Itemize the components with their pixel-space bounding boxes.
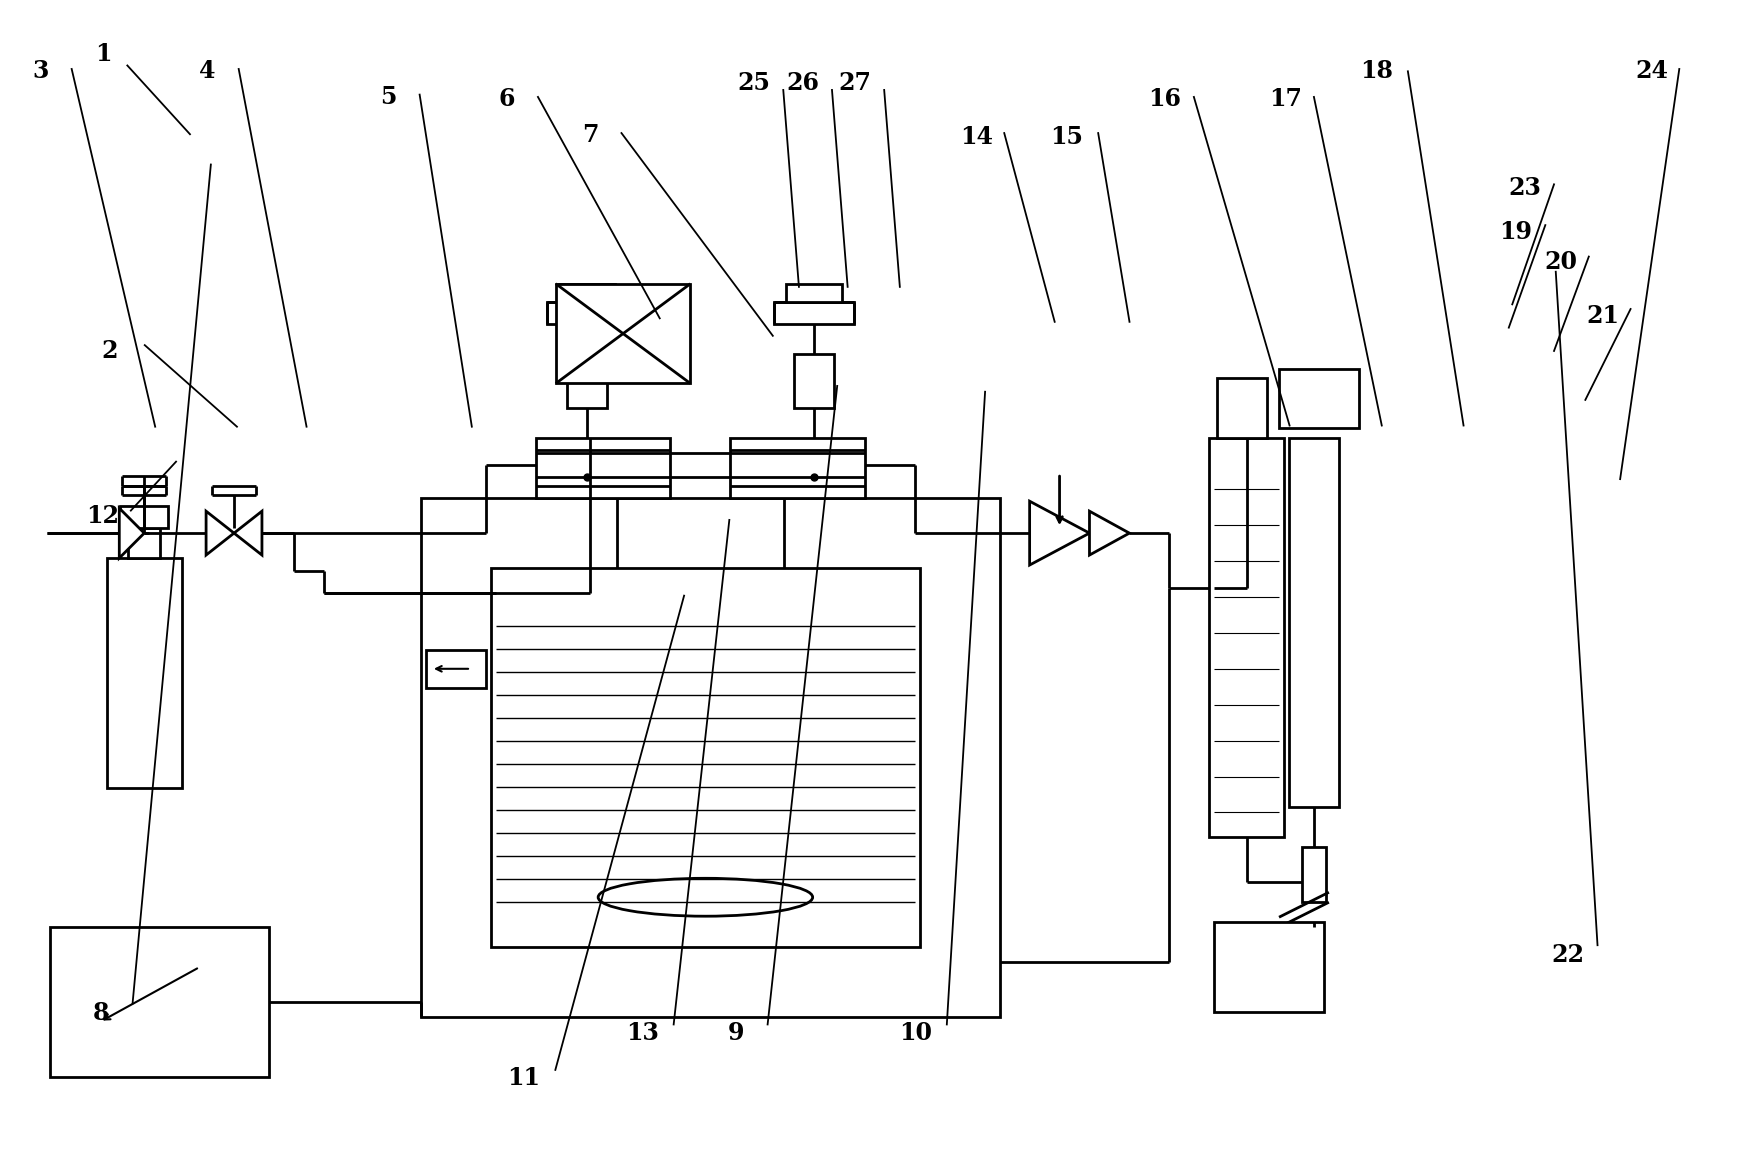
Bar [129, 528, 160, 558]
Text: 3: 3 [31, 60, 49, 83]
Text: 22: 22 [1552, 943, 1585, 967]
Text: 16: 16 [1148, 88, 1181, 111]
Polygon shape [1090, 512, 1130, 555]
Bar [794, 354, 834, 409]
Polygon shape [206, 512, 234, 555]
Bar [1278, 369, 1359, 429]
Polygon shape [119, 508, 145, 558]
Bar [774, 301, 855, 324]
Text: 19: 19 [1500, 220, 1533, 244]
Text: 6: 6 [499, 88, 514, 111]
Bar [106, 558, 181, 787]
Text: 26: 26 [787, 71, 820, 95]
Polygon shape [1029, 501, 1090, 565]
Text: 17: 17 [1270, 88, 1303, 111]
Text: 8: 8 [92, 1001, 110, 1024]
Bar [548, 301, 626, 324]
Text: 15: 15 [1050, 125, 1083, 148]
Text: 5: 5 [380, 85, 396, 109]
Bar [567, 354, 607, 409]
Text: 9: 9 [727, 1021, 745, 1044]
Text: 20: 20 [1545, 250, 1578, 274]
Bar [490, 568, 919, 947]
Bar [1209, 438, 1284, 837]
Bar [556, 284, 691, 383]
Bar [560, 284, 616, 301]
Bar [120, 506, 167, 528]
Text: 1: 1 [94, 42, 112, 65]
Text: 23: 23 [1509, 176, 1542, 200]
Bar [787, 284, 842, 301]
Text: 7: 7 [582, 124, 598, 147]
Bar [1289, 438, 1339, 807]
Bar [420, 499, 999, 1017]
Bar [731, 438, 865, 499]
Text: 18: 18 [1360, 60, 1393, 83]
Text: 10: 10 [898, 1021, 931, 1044]
Bar [1303, 847, 1325, 902]
Text: 21: 21 [1587, 304, 1618, 328]
Text: 24: 24 [1634, 60, 1667, 83]
Text: 13: 13 [626, 1021, 659, 1044]
Text: 2: 2 [101, 339, 119, 363]
Text: 4: 4 [199, 60, 216, 83]
Text: 14: 14 [959, 125, 992, 148]
Text: 11: 11 [508, 1066, 541, 1090]
Bar [1217, 378, 1268, 438]
Text: 25: 25 [738, 71, 771, 95]
Bar [535, 438, 670, 499]
Text: 27: 27 [839, 71, 870, 95]
Text: 12: 12 [87, 505, 120, 528]
Polygon shape [234, 512, 262, 555]
Bar [1214, 923, 1324, 1011]
Bar [51, 927, 269, 1077]
Bar [426, 649, 487, 688]
